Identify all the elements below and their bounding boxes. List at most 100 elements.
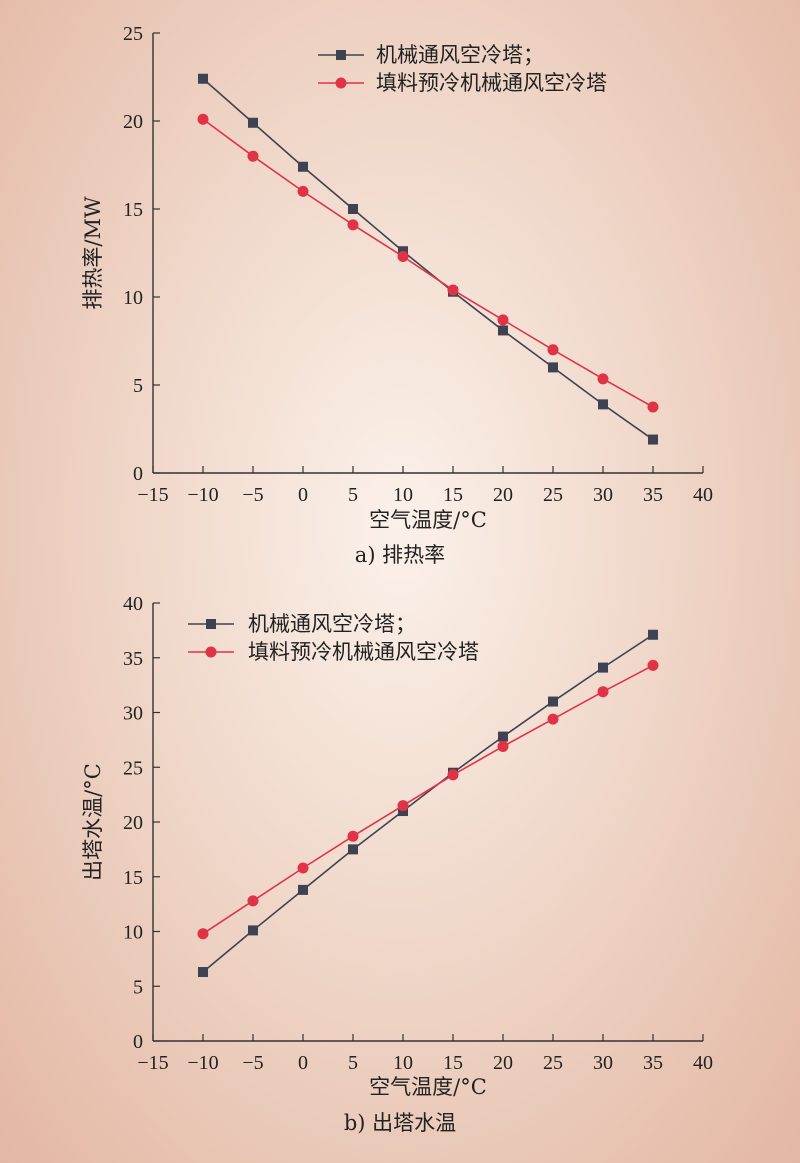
- y-tick-label: 30: [123, 703, 143, 725]
- x-tick-label: 5: [348, 484, 358, 506]
- x-tick-label: 15: [443, 1052, 463, 1074]
- data-point-circle: [397, 800, 409, 812]
- y-tick-label: 0: [133, 463, 143, 485]
- data-point-square: [498, 731, 508, 742]
- series-line: [202, 118, 654, 408]
- x-tick-label: 40: [693, 484, 713, 506]
- data-point-circle: [297, 185, 309, 197]
- y-tick-label: 20: [123, 111, 143, 133]
- x-tick-label: −10: [187, 484, 218, 506]
- x-tick-label: 20: [493, 1052, 513, 1074]
- series-line: [202, 634, 654, 973]
- data-point-square: [298, 161, 308, 172]
- y-tick-label: 10: [123, 287, 143, 309]
- data-point-square: [548, 362, 558, 373]
- series-2: [197, 659, 659, 940]
- legend-marker-square: [206, 619, 216, 629]
- x-tick-label: 30: [593, 484, 613, 506]
- data-point-circle: [547, 713, 559, 725]
- y-tick-label: 40: [123, 593, 143, 615]
- legend: 机械通风空冷塔； 填料预冷机械通风空冷塔: [188, 612, 479, 664]
- data-point-square: [298, 884, 308, 895]
- x-tick-label: 25: [543, 1052, 563, 1074]
- y-tick-label: 25: [123, 757, 143, 779]
- data-point-circle: [597, 373, 609, 385]
- x-tick-label: 0: [298, 484, 308, 506]
- data-point-square: [498, 325, 508, 336]
- data-point-circle: [197, 928, 209, 940]
- data-point-circle: [347, 219, 359, 231]
- chart-panel-1: −15 −10 −5 0 5 10 15 20 25 30 35 40 0 5 10 15 20 25 空气温度/°…: [81, 23, 713, 567]
- x-tick-label: 25: [543, 484, 563, 506]
- x-tick-label: 40: [693, 1052, 713, 1074]
- legend-marker-square: [336, 50, 346, 60]
- legend-label: 填料预冷机械通风空冷塔: [248, 640, 479, 664]
- series-1: [198, 629, 658, 978]
- y-tick-label: 35: [123, 648, 143, 670]
- y-tick-label: 5: [133, 375, 143, 397]
- x-tick-label: 5: [348, 1052, 358, 1074]
- x-tick-label: 15: [443, 484, 463, 506]
- data-point-circle: [297, 862, 309, 874]
- x-axis-title: 空气温度/°C: [369, 508, 487, 532]
- legend-label: 填料预冷机械通风空冷塔: [376, 71, 607, 95]
- x-tick-label: 10: [393, 1052, 413, 1074]
- data-point-square: [598, 399, 608, 410]
- data-point-circle: [597, 686, 609, 698]
- data-point-circle: [647, 659, 659, 671]
- series-1: [198, 73, 658, 445]
- y-axis-title: 排热率/MW: [81, 196, 105, 310]
- data-point-circle: [197, 113, 209, 125]
- x-tick-label: 20: [493, 484, 513, 506]
- y-tick-label: 10: [123, 922, 143, 944]
- legend-marker-circle: [335, 77, 347, 89]
- data-point-square: [198, 73, 208, 84]
- data-point-square: [648, 434, 658, 445]
- data-point-circle: [447, 769, 459, 781]
- y-axis-title: 出塔水温/°C: [81, 763, 105, 881]
- data-point-circle: [497, 314, 509, 326]
- x-tick-label: 30: [593, 1052, 613, 1074]
- series-line: [202, 78, 654, 441]
- y-tick-label: 20: [123, 812, 143, 834]
- series-2: [197, 113, 659, 413]
- data-point-square: [548, 696, 558, 707]
- x-tick-label: 35: [643, 1052, 663, 1074]
- data-point-circle: [497, 740, 509, 752]
- data-point-circle: [447, 284, 459, 296]
- x-axis-title: 空气温度/°C: [369, 1075, 487, 1099]
- legend-label: 机械通风空冷塔；: [376, 43, 544, 67]
- data-point-square: [248, 117, 258, 128]
- data-point-square: [348, 204, 358, 214]
- y-tick-label: 15: [123, 867, 143, 889]
- data-point-circle: [247, 895, 259, 907]
- x-tick-label: −5: [242, 1052, 263, 1074]
- data-point-square: [348, 844, 358, 855]
- data-point-square: [248, 925, 258, 936]
- y-tick-label: 15: [123, 199, 143, 221]
- data-point-square: [198, 967, 208, 978]
- x-tick-label: 10: [393, 484, 413, 506]
- data-point-circle: [647, 401, 659, 413]
- data-point-circle: [247, 150, 259, 162]
- y-tick-label: 0: [133, 1031, 143, 1053]
- y-tick-label: 5: [133, 976, 143, 998]
- x-tick-label: 35: [643, 484, 663, 506]
- data-point-square: [598, 662, 608, 673]
- data-point-circle: [347, 830, 359, 842]
- data-point-square: [648, 629, 658, 640]
- x-tick-label: −15: [137, 1052, 168, 1074]
- x-tick-label: 0: [298, 1052, 308, 1074]
- series-line: [202, 664, 654, 935]
- data-point-circle: [547, 344, 559, 356]
- chart-caption: a) 排热率: [355, 543, 445, 567]
- x-tick-label: −10: [187, 1052, 218, 1074]
- x-tick-label: −15: [137, 484, 168, 506]
- legend-label: 机械通风空冷塔；: [248, 612, 416, 636]
- chart-caption: b) 出塔水温: [344, 1111, 456, 1135]
- chart-panel-2: −15 −10 −5 0 5 10 15 20 25 30 35 40 0 5 10 15 20 25 30 35 40…: [81, 593, 713, 1135]
- legend-marker-circle: [205, 646, 217, 658]
- x-tick-label: −5: [242, 484, 263, 506]
